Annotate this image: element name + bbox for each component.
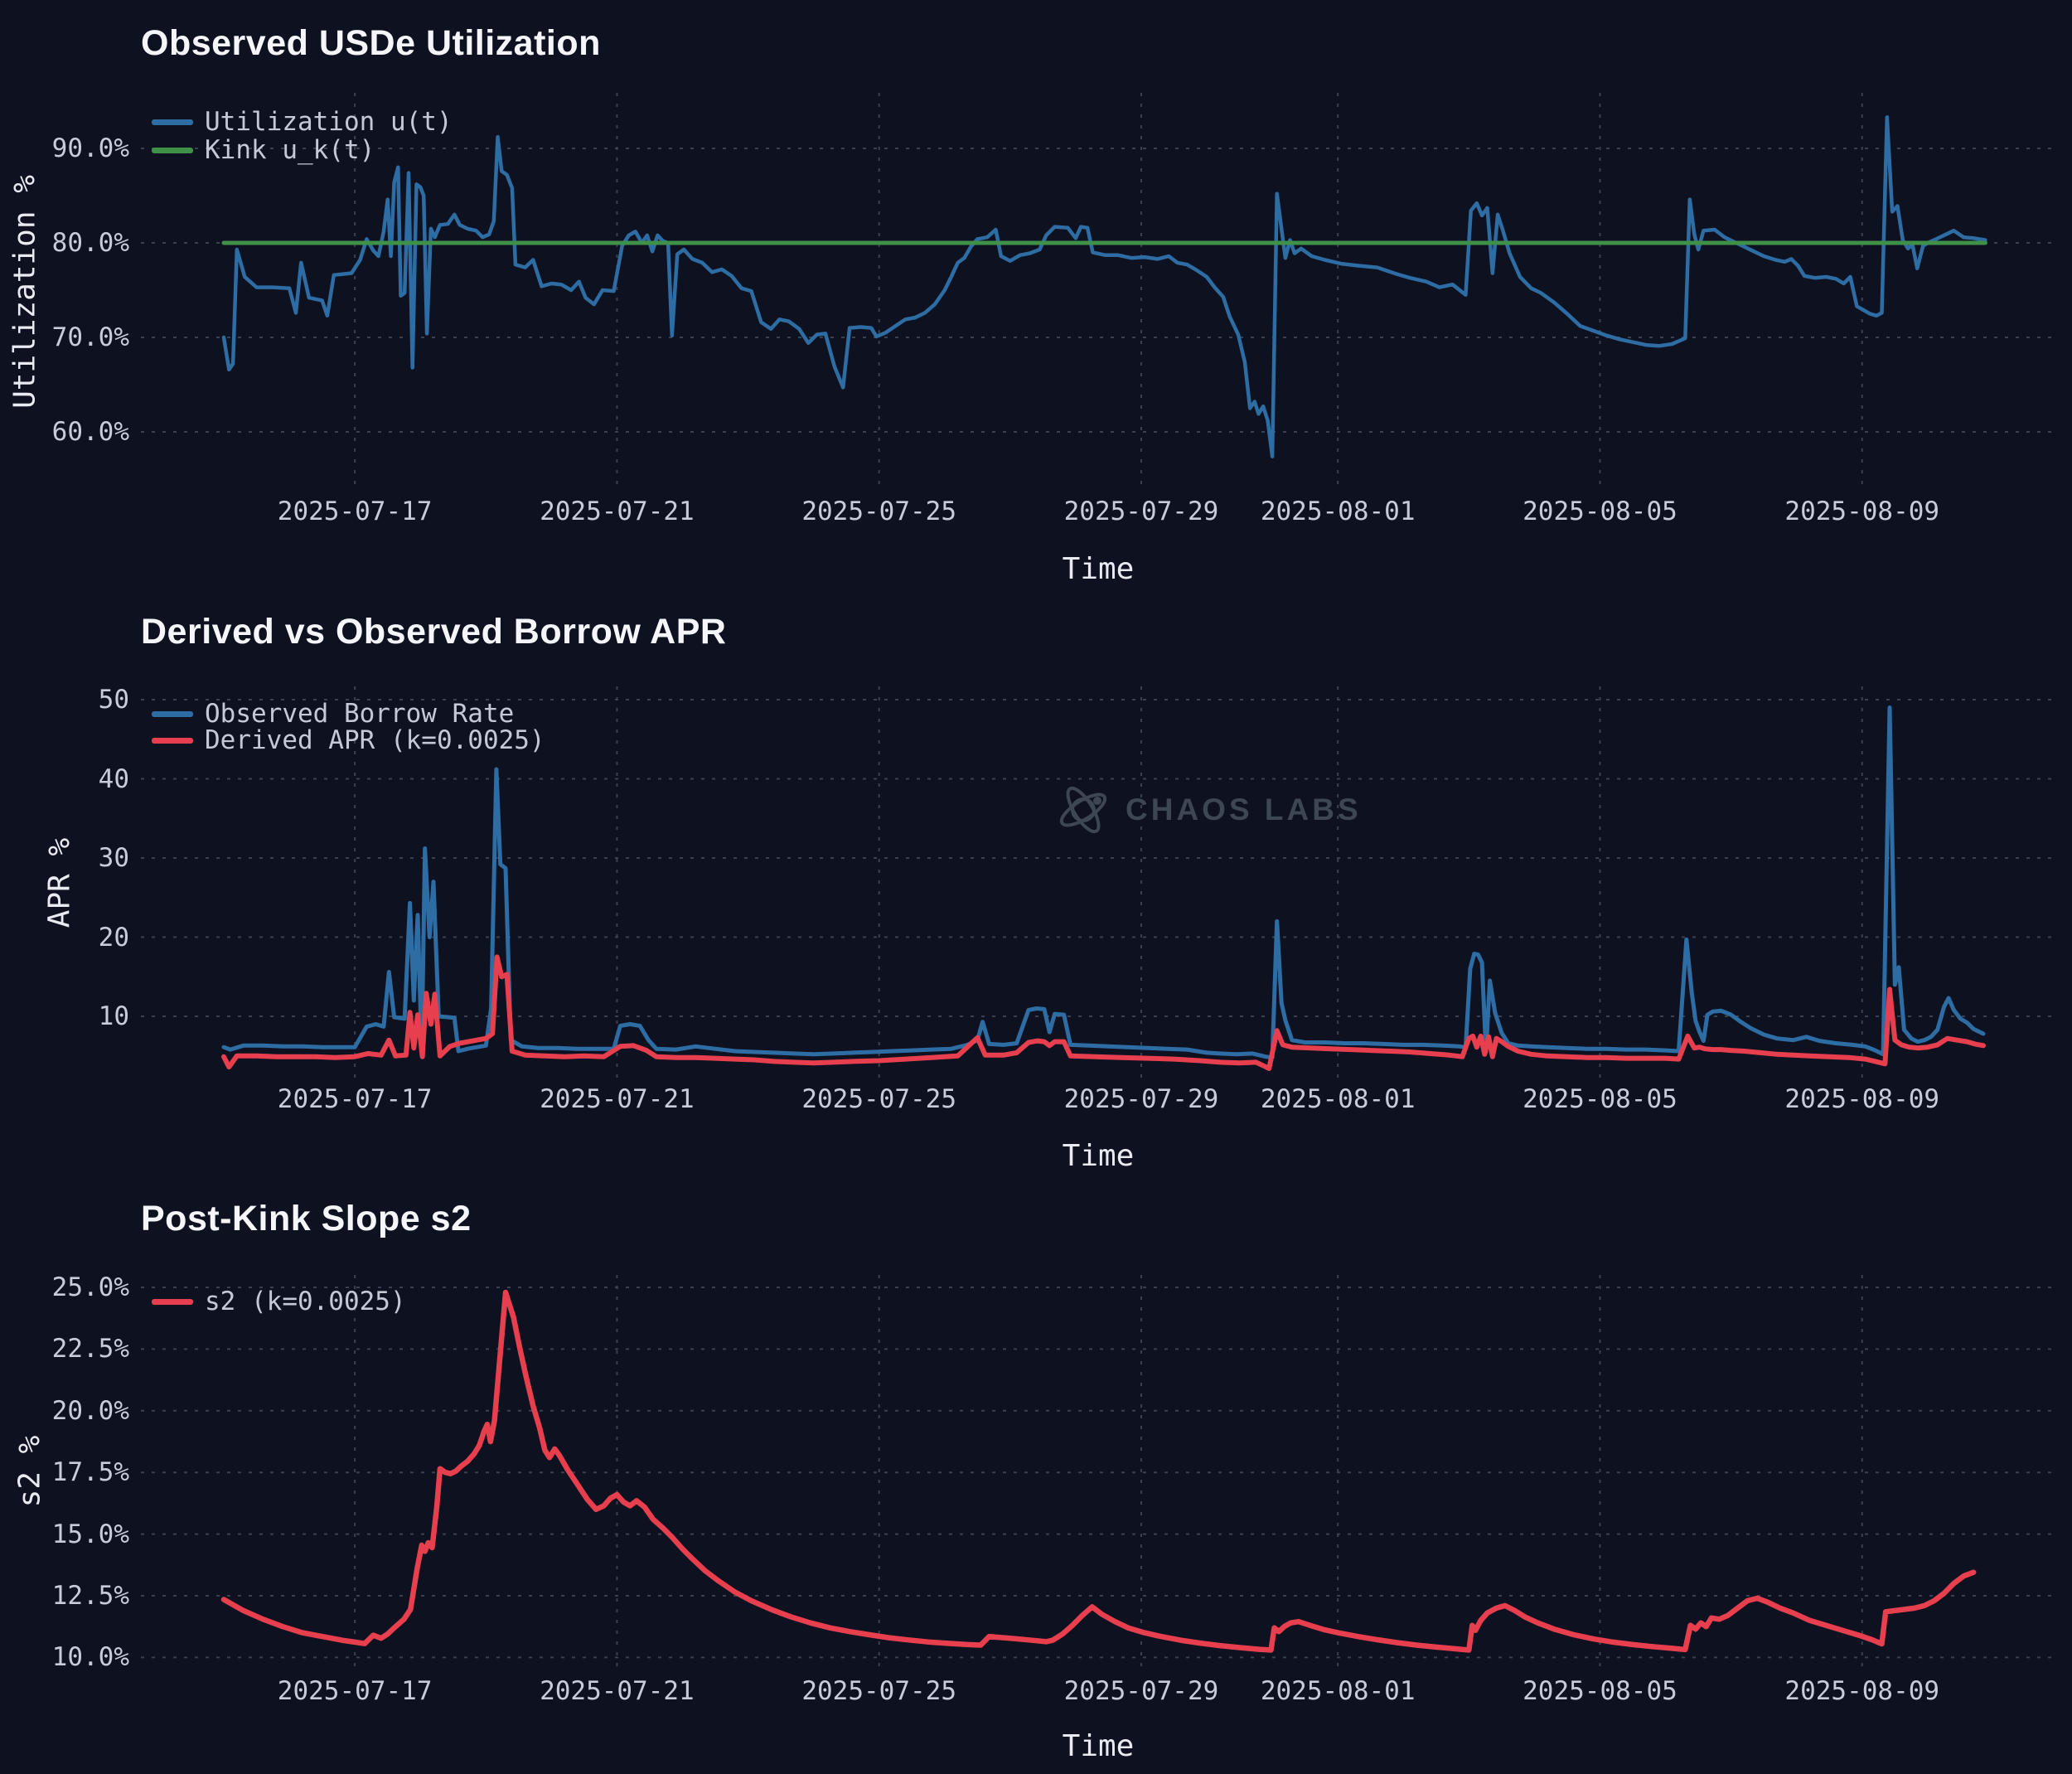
chart2-x-axis-title: Time — [1062, 1139, 1135, 1173]
legend-item-derived-apr-k-0-0025-[interactable]: Derived APR (k=0.0025) — [152, 725, 545, 755]
chart1-x-tick-label: 2025-08-05 — [1523, 497, 1677, 526]
series-s2-k-0-0025- — [220, 1289, 1977, 1653]
legend-item-kink-u-k-t-[interactable]: Kink u_k(t) — [152, 135, 375, 165]
legend-swatch — [152, 710, 193, 717]
legend-swatch — [152, 119, 193, 125]
chart3-y-tick-label: 25.0% — [51, 1272, 129, 1302]
chart2-y-tick-label: 10 — [98, 1001, 129, 1031]
chart2-y-tick-label: 50 — [98, 685, 129, 715]
chart2-x-tick-label: 2025-07-17 — [277, 1084, 433, 1114]
chart3-x-tick-label: 2025-08-01 — [1260, 1676, 1416, 1706]
chart1-y-tick-label: 80.0% — [51, 228, 129, 258]
chart1-x-tick-label: 2025-07-29 — [1063, 497, 1219, 526]
chart1-y-tick-label: 60.0% — [51, 417, 129, 447]
chart2-y-tick-label: 30 — [98, 843, 129, 873]
chart1-y-tick-label: 70.0% — [51, 322, 129, 352]
chart2-x-tick-label: 2025-07-25 — [801, 1084, 956, 1114]
chart3-x-tick-label: 2025-08-09 — [1784, 1676, 1940, 1706]
chart3-x-tick-label: 2025-07-25 — [801, 1676, 956, 1706]
legend-label: Observed Borrow Rate — [205, 699, 515, 729]
chart3-x-tick-label: 2025-08-05 — [1523, 1676, 1677, 1706]
chart3-x-tick-label: 2025-07-21 — [540, 1676, 695, 1706]
legend-label: s2 (k=0.0025) — [205, 1287, 406, 1316]
chart1-x-axis-title: Time — [1062, 552, 1135, 586]
chart1-y-tick-label: 90.0% — [51, 133, 129, 163]
chart1-title: Observed USDe Utilization — [141, 23, 601, 63]
chart2-x-tick-label: 2025-07-21 — [540, 1084, 695, 1114]
chart1-x-tick-label: 2025-08-01 — [1260, 497, 1416, 526]
legend-swatch — [152, 1298, 193, 1305]
chart1-x-tick-label: 2025-07-17 — [277, 497, 433, 526]
chart2-title: Derived vs Observed Borrow APR — [141, 612, 727, 652]
chart2-x-tick-label: 2025-08-01 — [1260, 1084, 1416, 1114]
chart3-y-tick-label: 12.5% — [51, 1581, 129, 1611]
watermark-text: CHAOS LABS — [1126, 792, 1362, 826]
chart1-x-tick-label: 2025-08-09 — [1784, 497, 1940, 526]
series-observed-borrow-rate — [221, 705, 1986, 1060]
chart2-y-tick-label: 40 — [98, 763, 129, 794]
chart3-x-tick-label: 2025-07-17 — [277, 1676, 433, 1706]
chart3-y-tick-label: 22.5% — [51, 1334, 129, 1364]
chart1-x-tick-label: 2025-07-21 — [540, 497, 695, 526]
legend-label: Derived APR (k=0.0025) — [205, 725, 545, 755]
chart2-x-tick-label: 2025-08-09 — [1784, 1084, 1940, 1114]
legend-label: Utilization u(t) — [205, 107, 453, 137]
watermark: CHAOS LABS — [1054, 781, 1362, 839]
chart3-x-axis-title: Time — [1062, 1729, 1135, 1763]
legend-swatch — [152, 737, 193, 744]
series-derived-apr-k-0-0025- — [221, 954, 1986, 1071]
legend-item-observed-borrow-rate[interactable]: Observed Borrow Rate — [152, 699, 514, 729]
chart2-y-tick-label: 20 — [98, 922, 129, 952]
series-utilization-u-t- — [221, 115, 1987, 458]
chart3-y-tick-label: 15.0% — [51, 1519, 129, 1549]
legend-label: Kink u_k(t) — [205, 135, 375, 165]
legend-item-utilization-u-t-[interactable]: Utilization u(t) — [152, 107, 453, 137]
chart1-y-axis-title: Utilization % — [7, 175, 42, 409]
chart3-y-tick-label: 20.0% — [51, 1395, 129, 1426]
chart3-x-tick-label: 2025-07-29 — [1063, 1676, 1219, 1706]
chart1-x-tick-label: 2025-07-25 — [801, 497, 956, 526]
chart3-y-tick-label: 17.5% — [51, 1457, 129, 1488]
legend-swatch — [152, 147, 193, 153]
chaos-labs-logo-icon — [1059, 786, 1107, 834]
chart2-x-tick-label: 2025-07-29 — [1063, 1084, 1219, 1114]
chart2-x-tick-label: 2025-08-05 — [1523, 1084, 1677, 1114]
legend-item-s2-k-0-0025-[interactable]: s2 (k=0.0025) — [152, 1287, 406, 1316]
chart3-y-tick-label: 10.0% — [51, 1642, 129, 1673]
chart3-title: Post-Kink Slope s2 — [141, 1199, 472, 1238]
